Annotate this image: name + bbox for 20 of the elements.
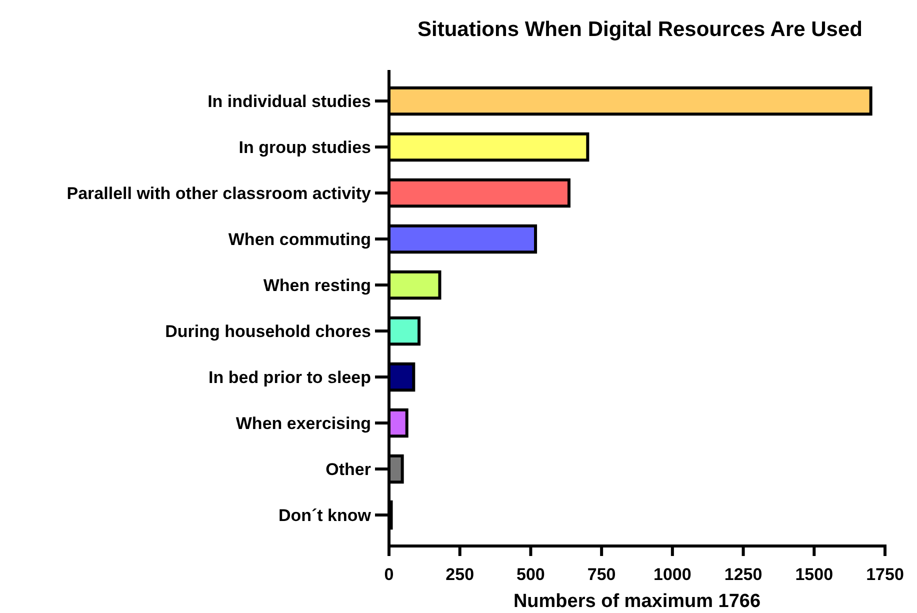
x-tick-label: 750 (587, 565, 616, 584)
x-tick-label: 250 (446, 565, 474, 584)
y-tick-label: Don´t know (278, 506, 372, 525)
y-tick-label: In group studies (238, 138, 371, 157)
x-tick-label: 0 (384, 565, 394, 584)
x-tick-label: 1500 (795, 565, 834, 584)
x-tick-label: 1000 (654, 565, 692, 584)
y-tick-label: When exercising (236, 414, 371, 433)
x-axis-title: Numbers of maximum 1766 (513, 591, 761, 612)
y-tick-label: When resting (263, 276, 371, 295)
x-tick-label: 1250 (724, 565, 762, 584)
y-tick-label: In bed prior to sleep (208, 368, 371, 387)
y-tick-label: When commuting (228, 230, 371, 249)
y-tick-label: Parallell with other classroom activity (66, 184, 372, 203)
x-tick-label: 1750 (866, 565, 904, 584)
x-tick-label: 500 (516, 565, 545, 584)
y-tick-label: During household chores (165, 322, 371, 341)
y-tick-label: Other (326, 460, 372, 479)
chart-title: Situations When Digital Resources Are Used (418, 18, 862, 41)
y-tick-label: In individual studies (208, 92, 371, 111)
